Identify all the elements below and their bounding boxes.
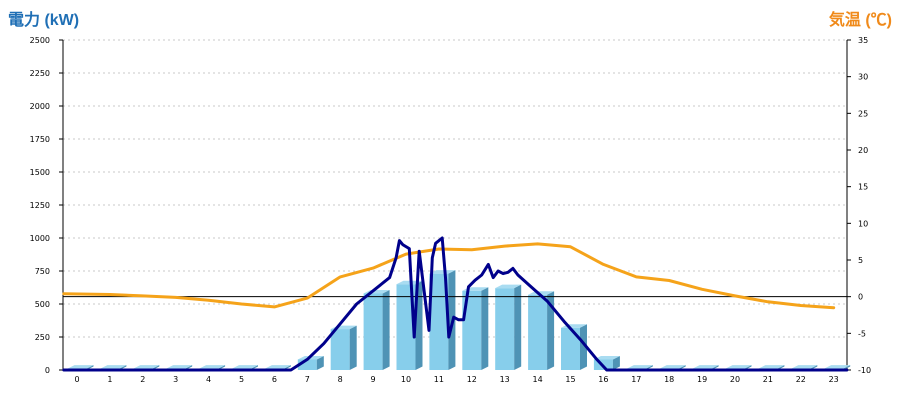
bar-front: [495, 288, 515, 370]
x-tick-label: 3: [173, 375, 178, 384]
left-axis-title: 電力 (kW): [8, 12, 80, 29]
left-tick-label: 750: [35, 267, 50, 276]
bar-top: [758, 365, 785, 369]
right-tick-label: 35: [858, 36, 868, 45]
bar-top: [824, 365, 851, 369]
x-tick-label: 21: [763, 375, 773, 384]
bar: [593, 355, 620, 370]
bar-side: [514, 284, 522, 370]
right-tick-label: 0: [858, 293, 863, 302]
bar-top: [495, 284, 522, 289]
x-tick-label: 1: [107, 375, 112, 384]
bar-front: [396, 284, 416, 370]
left-tick-label: 0: [45, 366, 50, 375]
bar-top: [133, 365, 160, 369]
left-tick-label: 1000: [30, 234, 50, 243]
x-tick-label: 13: [500, 375, 510, 384]
bar: [495, 284, 522, 370]
x-tick-label: 6: [272, 375, 277, 384]
left-tick-label: 1500: [30, 168, 50, 177]
bar-front: [363, 293, 383, 370]
bar-top: [232, 365, 258, 369]
x-tick-label: 2: [140, 375, 145, 384]
bar: [297, 355, 324, 370]
x-tick-label: 8: [338, 375, 343, 384]
bar-top: [199, 365, 226, 369]
x-tick-label: 20: [730, 375, 740, 384]
x-tick-label: 7: [305, 375, 310, 384]
bar-top: [264, 365, 291, 369]
left-tick-label: 2000: [30, 102, 50, 111]
bar-top: [67, 365, 94, 369]
x-tick-label: 17: [631, 375, 641, 384]
left-tick-label: 1250: [30, 201, 50, 210]
temperature-line: [62, 242, 836, 310]
bar-front: [330, 329, 350, 370]
bar-side: [349, 325, 357, 370]
x-tick-label: 4: [206, 375, 211, 384]
bar-side: [382, 289, 390, 370]
bar: [396, 280, 423, 370]
bar: [561, 324, 587, 370]
right-tick-label: 25: [858, 109, 868, 118]
bar-side: [612, 355, 620, 370]
x-tick-label: 10: [401, 375, 411, 384]
x-tick-label: 14: [533, 375, 543, 384]
x-tick-label: 11: [434, 375, 444, 384]
bar-top: [692, 365, 719, 369]
left-tick-label: 1750: [30, 135, 50, 144]
bar-top: [626, 365, 653, 369]
bar-side: [547, 291, 555, 370]
bar: [528, 291, 555, 370]
right-tick-label: 30: [858, 73, 868, 82]
x-tick-label: 23: [829, 375, 839, 384]
x-tick-label: 15: [565, 375, 575, 384]
x-tick-label: 5: [239, 375, 244, 384]
bar-front: [561, 327, 580, 370]
bar-side: [481, 287, 489, 370]
right-tick-label: -5: [858, 329, 866, 338]
bar-top: [593, 355, 620, 360]
x-tick-label: 16: [598, 375, 608, 384]
right-axis-title: 気温 (℃): [828, 12, 892, 29]
left-tick-label: 250: [35, 333, 50, 342]
x-tick-label: 9: [371, 375, 376, 384]
bar-top: [429, 270, 456, 274]
right-tick-label: 10: [858, 219, 868, 228]
bar-side: [316, 355, 324, 370]
bar: [429, 270, 456, 370]
bar-front: [528, 294, 548, 370]
bar-front: [462, 290, 482, 370]
x-tick-label: 19: [697, 375, 707, 384]
right-tick-label: 20: [858, 146, 868, 155]
bar-top: [528, 291, 555, 295]
x-tick-label: 18: [664, 375, 674, 384]
right-tick-label: 15: [858, 183, 868, 192]
bar: [363, 289, 390, 370]
left-tick-label: 500: [35, 300, 50, 309]
left-tick-label: 2500: [30, 36, 50, 45]
x-tick-label: 12: [467, 375, 477, 384]
bar-side: [580, 324, 587, 370]
bar: [330, 325, 357, 370]
bar-top: [166, 365, 193, 369]
right-tick-label: 5: [858, 256, 863, 265]
bar-top: [791, 365, 818, 369]
x-tick-label: 0: [74, 375, 79, 384]
bar-top: [725, 365, 752, 369]
bar-front: [429, 273, 449, 370]
bar: [462, 287, 489, 370]
left-tick-label: 2250: [30, 69, 50, 78]
power-line: [62, 236, 849, 372]
right-tick-label: -10: [858, 366, 871, 375]
x-tick-label: 22: [796, 375, 806, 384]
bar-front: [297, 359, 317, 370]
bar-top: [100, 365, 127, 369]
bar-top: [659, 365, 686, 369]
